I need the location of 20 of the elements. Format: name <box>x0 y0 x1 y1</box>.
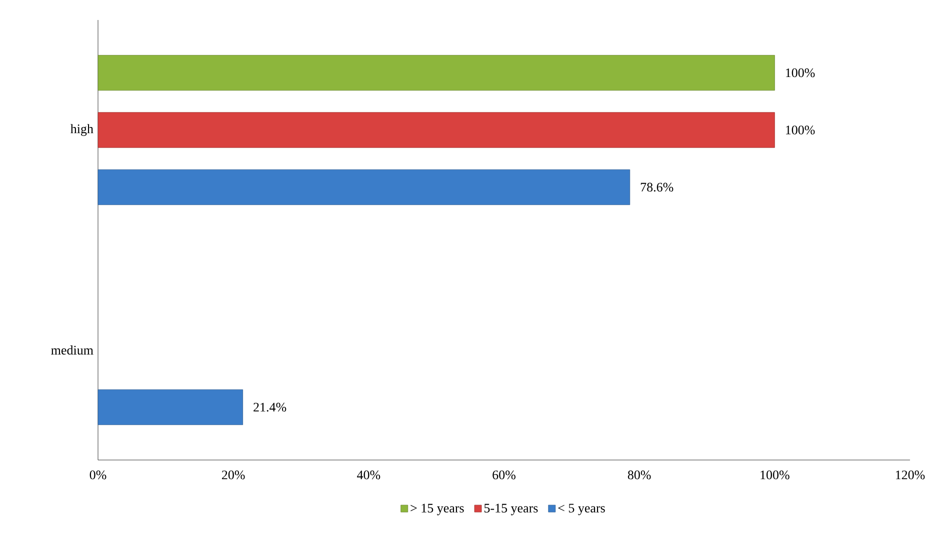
data-label: 100% <box>786 126 815 134</box>
legend-label: > 15 years <box>410 504 464 516</box>
y-tick-label: high <box>70 124 94 136</box>
bar <box>98 55 775 91</box>
x-tick-label: 60% <box>492 470 516 480</box>
x-tick-label: 40% <box>357 470 380 480</box>
legend-label: 5-15 years <box>484 504 538 516</box>
bar <box>98 112 775 148</box>
data-label: 21.4% <box>254 402 286 412</box>
x-tick-label: 120% <box>896 470 925 480</box>
x-tick-label: 80% <box>628 470 651 480</box>
bar <box>98 169 630 206</box>
legend-label: < 5 years <box>558 504 605 516</box>
x-tick-label: 0% <box>90 470 106 480</box>
bar <box>98 389 244 426</box>
x-tick-label: 20% <box>222 470 245 480</box>
y-tick-label: medium <box>51 345 94 355</box>
x-tick-label: 100% <box>760 470 790 480</box>
data-label: 78.6% <box>640 182 674 192</box>
data-label: 100% <box>786 68 815 78</box>
